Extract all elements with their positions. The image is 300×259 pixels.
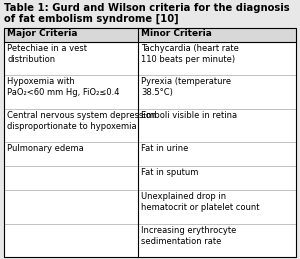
Text: of fat embolism syndrome [10]: of fat embolism syndrome [10] [4, 14, 178, 24]
Text: Fat in urine: Fat in urine [141, 144, 189, 153]
Text: Minor Criteria: Minor Criteria [141, 30, 212, 39]
Text: Tachycardia (heart rate
110 beats per minute): Tachycardia (heart rate 110 beats per mi… [141, 44, 239, 64]
Text: Pulmonary edema: Pulmonary edema [7, 144, 84, 153]
Text: Emboli visible in retina: Emboli visible in retina [141, 111, 237, 120]
Text: Fat in sputum: Fat in sputum [141, 168, 199, 177]
Bar [0, 0, 300, 45]
Text: Hypoxemia with
PaO₂<60 mm Hg, FiO₂≤0.4: Hypoxemia with PaO₂<60 mm Hg, FiO₂≤0.4 [7, 77, 119, 97]
Text: Major Criteria: Major Criteria [7, 30, 77, 39]
Bar [4, 28, 296, 42]
Text: Unexplained drop in
hematocrit or platelet count: Unexplained drop in hematocrit or platel… [141, 192, 260, 212]
Text: Pyrexia (temperature
38.5°C): Pyrexia (temperature 38.5°C) [141, 77, 231, 97]
Text: Central nervous system depression
disproportionate to hypoxemia: Central nervous system depression dispro… [7, 111, 156, 131]
Text: Table 1: Gurd and Wilson criteria for the diagnosis: Table 1: Gurd and Wilson criteria for th… [4, 3, 289, 13]
Text: Petechiae in a vest
distribution: Petechiae in a vest distribution [7, 44, 87, 64]
Text: Increasing erythrocyte
sedimentation rate: Increasing erythrocyte sedimentation rat… [141, 226, 237, 246]
Bar [4, 28, 296, 257]
Bar [4, 28, 296, 257]
